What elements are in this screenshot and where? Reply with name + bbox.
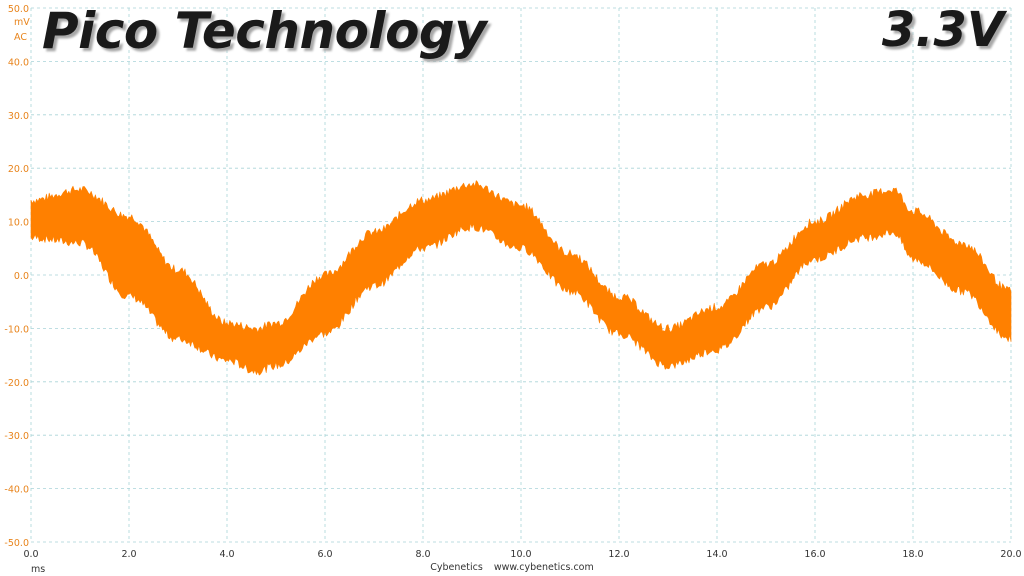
y-tick-label: -20.0 [4,378,29,389]
rail-label: 3.3V [881,2,1004,58]
credit-url: www.cybenetics.com [493,562,594,573]
waveform-band [30,180,1012,376]
y-tick-label: 50.0 [8,4,29,15]
y-tick-label: 0.0 [14,271,29,282]
y-tick-label: -50.0 [4,538,29,549]
credit-name: Cybenetics [430,562,483,573]
y-tick-label: 10.0 [8,218,29,229]
x-tick-label: 12.0 [608,549,629,560]
y-axis-unit-label: mV [14,17,30,28]
y-tick-label: 20.0 [8,164,29,175]
waveform-series [30,180,1012,376]
x-tick-label: 4.0 [219,549,234,560]
x-axis-ticks: 0.0 2.0 4.0 6.0 8.0 10.0 12.0 14.0 16.0 18.0 20.0 [23,549,1021,560]
y-tick-label: -10.0 [4,324,29,335]
x-tick-label: 2.0 [121,549,136,560]
y-axis-ticks: 50.0 40.0 30.0 20.0 10.0 0.0 -10.0 -20.0 -30.0 -4… [4,4,29,549]
x-tick-label: 16.0 [804,549,825,560]
x-tick-label: 8.0 [415,549,430,560]
x-tick-label: 18.0 [902,549,923,560]
grid [30,7,1012,543]
brand-title: Pico Technology [42,2,487,60]
x-tick-label: 6.0 [317,549,332,560]
x-tick-label: 10.0 [510,549,531,560]
x-axis-unit-label: ms [31,564,45,575]
y-tick-label: -30.0 [4,431,29,442]
y-tick-label: 40.0 [8,57,29,68]
coupling-label: AC [14,32,27,43]
credit-line: Cybenetics www.cybenetics.com [0,562,1024,573]
x-tick-label: 14.0 [706,549,727,560]
x-tick-label: 0.0 [23,549,38,560]
y-tick-label: -40.0 [4,485,29,496]
y-tick-label: 30.0 [8,111,29,122]
x-tick-label: 20.0 [1000,549,1021,560]
